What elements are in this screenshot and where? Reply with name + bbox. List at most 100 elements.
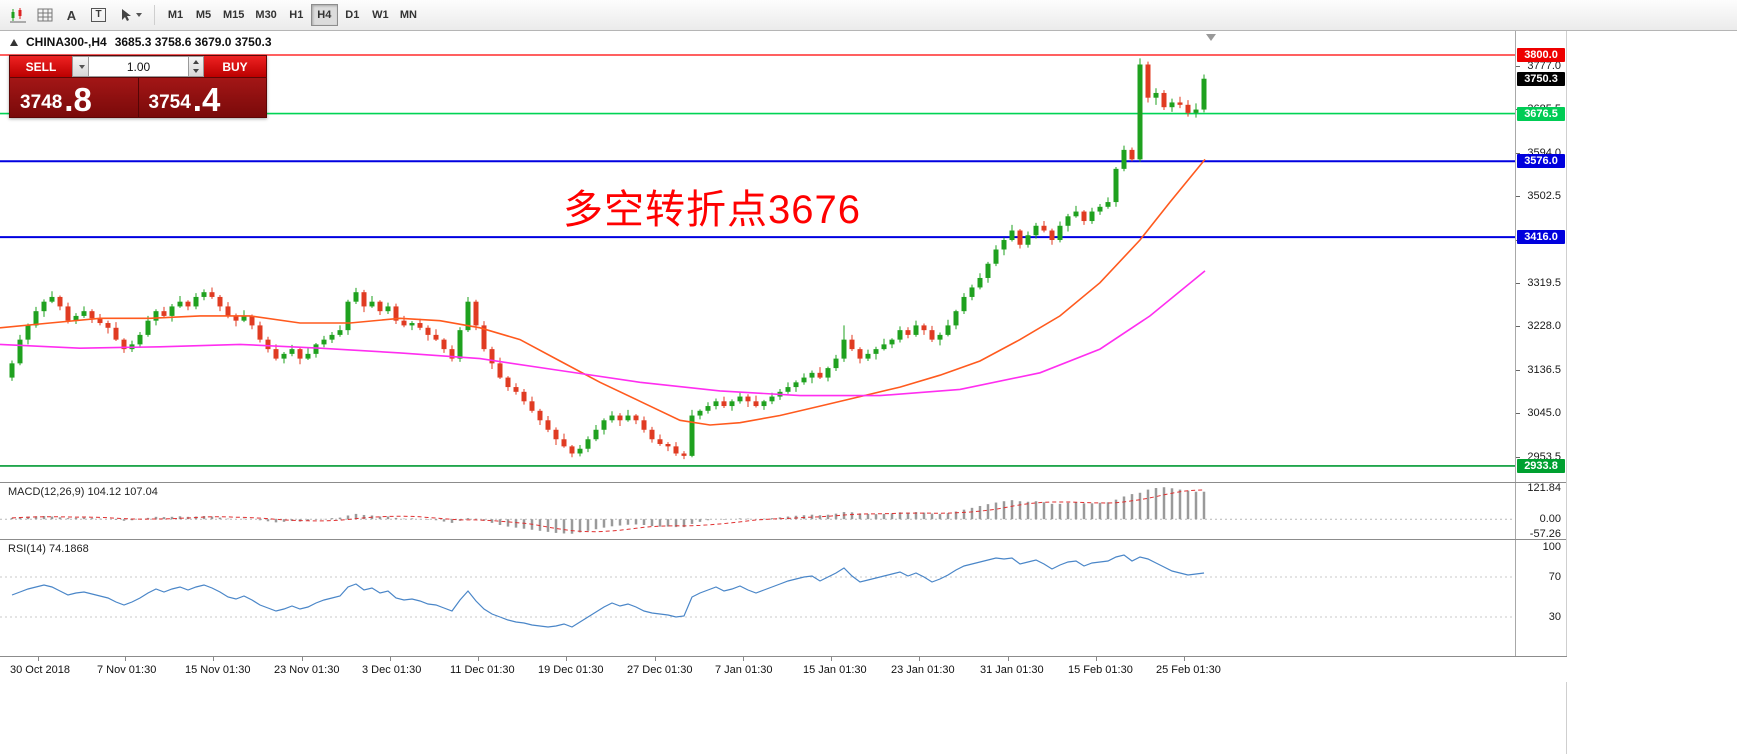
indicator-list-icon[interactable]: [32, 3, 57, 27]
cursor-icon: [121, 8, 131, 21]
time-axis-tick: [478, 657, 479, 661]
grid-icon: [37, 8, 52, 22]
time-axis-tick: [125, 657, 126, 661]
price-tick-label: 3777.0: [1527, 60, 1561, 72]
volume-dropdown-button[interactable]: [72, 56, 89, 77]
time-axis-tick: [919, 657, 920, 661]
time-axis-tick: [1096, 657, 1097, 661]
timeframe-button-m30[interactable]: M30: [250, 4, 281, 26]
rsi-axis-label: 70: [1548, 571, 1561, 583]
timeframe-button-m15[interactable]: M15: [218, 4, 249, 26]
chart-annotation-text: 多空转折点3676: [563, 188, 861, 232]
chevron-down-icon: [135, 13, 142, 17]
price-tick: [1516, 457, 1521, 458]
cursor-tool-button[interactable]: [113, 3, 147, 27]
time-axis-label: 19 Dec 01:30: [538, 664, 604, 676]
chart-shift-marker-icon[interactable]: [1206, 34, 1216, 41]
time-axis-tick: [390, 657, 391, 661]
time-axis-label: 15 Jan 01:30: [803, 664, 867, 676]
volume-stepper: [189, 56, 204, 77]
price-tick: [1516, 66, 1521, 67]
buy-price-main: 3754: [148, 92, 191, 114]
timeframe-button-mn[interactable]: MN: [395, 4, 422, 26]
time-axis-label: 30 Oct 2018: [10, 664, 70, 676]
symbol-ohlc-values: 3685.3 3758.6 3679.0 3750.3: [114, 35, 272, 49]
buy-price[interactable]: 3754 .4: [139, 78, 267, 117]
price-chart-plot[interactable]: CHINA300-,H4 3685.3 3758.6 3679.0 3750.3…: [0, 31, 1516, 482]
rsi-axis-label: 30: [1548, 611, 1561, 623]
bottom-filler: [0, 682, 1566, 754]
time-axis-tick: [38, 657, 39, 661]
new-chart-icon[interactable]: [5, 3, 30, 27]
price-axis[interactable]: 3777.03685.53594.03502.53411.03319.53228…: [1515, 31, 1566, 482]
arrow-down-icon: [193, 69, 199, 74]
price-badge: 3800.0: [1517, 48, 1565, 62]
price-tick: [1516, 153, 1521, 154]
sell-button[interactable]: SELL: [10, 56, 72, 77]
macd-indicator-label: MACD(12,26,9) 104.12 107.04: [8, 486, 158, 498]
timeframe-button-m1[interactable]: M1: [162, 4, 189, 26]
buy-button[interactable]: BUY: [204, 56, 266, 77]
time-axis-tick: [831, 657, 832, 661]
price-tick: [1516, 196, 1521, 197]
macd-axis[interactable]: 121.84 0.00 -57.26: [1515, 482, 1566, 540]
timeframe-button-d1[interactable]: D1: [339, 4, 366, 26]
time-axis-label: 23 Nov 01:30: [274, 664, 340, 676]
sell-price[interactable]: 3748 .8: [10, 78, 138, 117]
time-axis-label: 7 Nov 01:30: [97, 664, 157, 676]
candlestick-chart-icon: [9, 8, 26, 23]
price-tick: [1516, 370, 1521, 371]
macd-axis-label: 121.84: [1527, 482, 1561, 494]
font-tool-button[interactable]: A: [59, 3, 84, 27]
rsi-plot[interactable]: RSI(14) 74.1868: [0, 540, 1516, 656]
volume-stepper-down[interactable]: [189, 67, 203, 77]
text-label-tool-button[interactable]: T: [86, 3, 111, 27]
sell-price-fraction: .8: [64, 80, 92, 118]
time-axis-tick: [1008, 657, 1009, 661]
time-axis-tick: [566, 657, 567, 661]
price-badge: 3576.0: [1517, 154, 1565, 168]
price-badge: 3416.0: [1517, 230, 1565, 244]
time-axis-label: 31 Jan 01:30: [980, 664, 1044, 676]
macd-axis-label: -57.26: [1529, 528, 1561, 540]
price-tick: [1516, 283, 1521, 284]
time-axis-tick: [302, 657, 303, 661]
time-axis-tick: [655, 657, 656, 661]
time-axis-label: 27 Dec 01:30: [627, 664, 693, 676]
text-tool-label: T: [91, 8, 106, 22]
time-axis-label: 3 Dec 01:30: [362, 664, 422, 676]
font-tool-label: A: [66, 7, 77, 23]
timeframe-button-m5[interactable]: M5: [190, 4, 217, 26]
rsi-chart-svg: [0, 554, 1516, 628]
timeframe-button-w1[interactable]: W1: [367, 4, 394, 26]
timeframe-button-h4[interactable]: H4: [310, 4, 338, 26]
arrow-up-icon: [193, 59, 199, 64]
price-tick-label: 3502.5: [1527, 190, 1561, 202]
macd-plot[interactable]: MACD(12,26,9) 104.12 107.04: [0, 483, 1516, 539]
price-tick: [1516, 326, 1521, 327]
macd-axis-label: 0.00: [1539, 513, 1561, 525]
volume-input[interactable]: [89, 56, 189, 77]
sell-price-main: 3748: [20, 92, 63, 114]
timeframe-group: M1 M5 M15 M30 H1 H4 D1 W1 MN: [162, 4, 422, 26]
one-click-trading-toggle-icon[interactable]: [10, 38, 18, 46]
chart-window: CHINA300-,H4 3685.3 3758.6 3679.0 3750.3…: [0, 31, 1567, 754]
price-chart-pane: CHINA300-,H4 3685.3 3758.6 3679.0 3750.3…: [0, 31, 1566, 482]
timeframe-button-h1[interactable]: H1: [283, 4, 310, 26]
price-tick-label: 3228.0: [1527, 320, 1561, 332]
time-axis[interactable]: 30 Oct 2018 7 Nov 01:30 15 Nov 01:30 23 Nov…: [0, 656, 1567, 682]
trade-panel-divider: [137, 78, 139, 117]
toolbar-separator: [154, 5, 155, 25]
macd-pane: MACD(12,26,9) 104.12 107.04 121.84 0.00 -5…: [0, 482, 1566, 540]
rsi-axis[interactable]: 100 70 30: [1515, 540, 1566, 656]
price-badge: 2933.8: [1517, 459, 1565, 473]
time-axis-label: 15 Nov 01:30: [185, 664, 251, 676]
volume-stepper-up[interactable]: [189, 57, 203, 67]
symbol-info-bar: CHINA300-,H4 3685.3 3758.6 3679.0 3750.3: [10, 35, 272, 49]
rsi-indicator-label: RSI(14) 74.1868: [8, 543, 89, 555]
chevron-down-icon: [78, 64, 85, 69]
symbol-name: CHINA300-,H4: [26, 35, 107, 49]
price-chart-svg: [0, 54, 1516, 467]
time-axis-label: 7 Jan 01:30: [715, 664, 773, 676]
time-axis-label: 11 Dec 01:30: [450, 664, 515, 676]
